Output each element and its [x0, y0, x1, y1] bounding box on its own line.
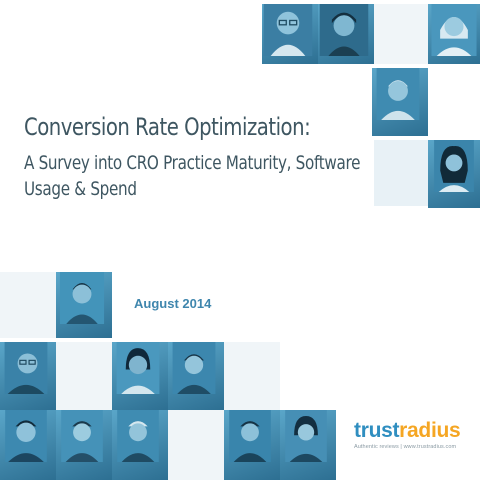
person-portrait-icon	[434, 140, 474, 192]
mosaic-tile	[224, 342, 280, 410]
logo-tagline: Authentic reviews | www.trustradius.com	[354, 444, 457, 450]
portrait-tile	[224, 410, 280, 480]
person-portrait-icon	[263, 4, 313, 56]
person-portrait-icon	[376, 68, 420, 120]
mosaic-tile	[374, 4, 428, 64]
portrait-tile	[0, 410, 56, 480]
portrait-tile	[112, 410, 168, 480]
portrait-tile	[372, 68, 428, 136]
person-portrait-icon	[61, 410, 103, 462]
mosaic-tile	[56, 342, 112, 410]
portrait-tile	[56, 272, 112, 338]
person-portrait-icon	[59, 272, 105, 324]
trustradius-logo: trustradius Authentic reviews | www.trus…	[354, 420, 464, 451]
portrait-tile	[262, 4, 318, 64]
mosaic-tile	[0, 272, 56, 338]
portrait-tile	[168, 342, 224, 410]
slide-title: Conversion Rate Optimization:	[24, 113, 311, 141]
logo-wordmark: trustradius	[354, 420, 464, 442]
portrait-tile	[112, 342, 168, 410]
person-portrait-icon	[172, 342, 216, 394]
logo-word-radius: radius	[399, 419, 461, 442]
slide-subtitle: A Survey into CRO Practice Maturity, Sof…	[24, 152, 361, 200]
person-portrait-icon	[117, 410, 159, 462]
portrait-tile	[428, 4, 480, 64]
portrait-tile	[280, 410, 336, 480]
portrait-tile	[0, 342, 56, 410]
mosaic-tile	[168, 410, 224, 480]
portrait-tile	[56, 410, 112, 480]
mosaic-tile	[374, 140, 428, 206]
title-block: Conversion Rate Optimization: A Survey i…	[24, 112, 394, 202]
report-date: August 2014	[134, 296, 212, 311]
person-portrait-icon	[4, 342, 48, 394]
person-portrait-icon	[285, 410, 327, 462]
portrait-tile	[318, 4, 374, 64]
person-portrait-icon	[229, 410, 271, 462]
logo-word-trust: trust	[354, 419, 400, 442]
person-portrait-icon	[116, 342, 160, 394]
person-portrait-icon	[319, 4, 369, 56]
portrait-tile	[428, 140, 480, 208]
person-portrait-icon	[5, 410, 47, 462]
person-portrait-icon	[431, 4, 477, 56]
